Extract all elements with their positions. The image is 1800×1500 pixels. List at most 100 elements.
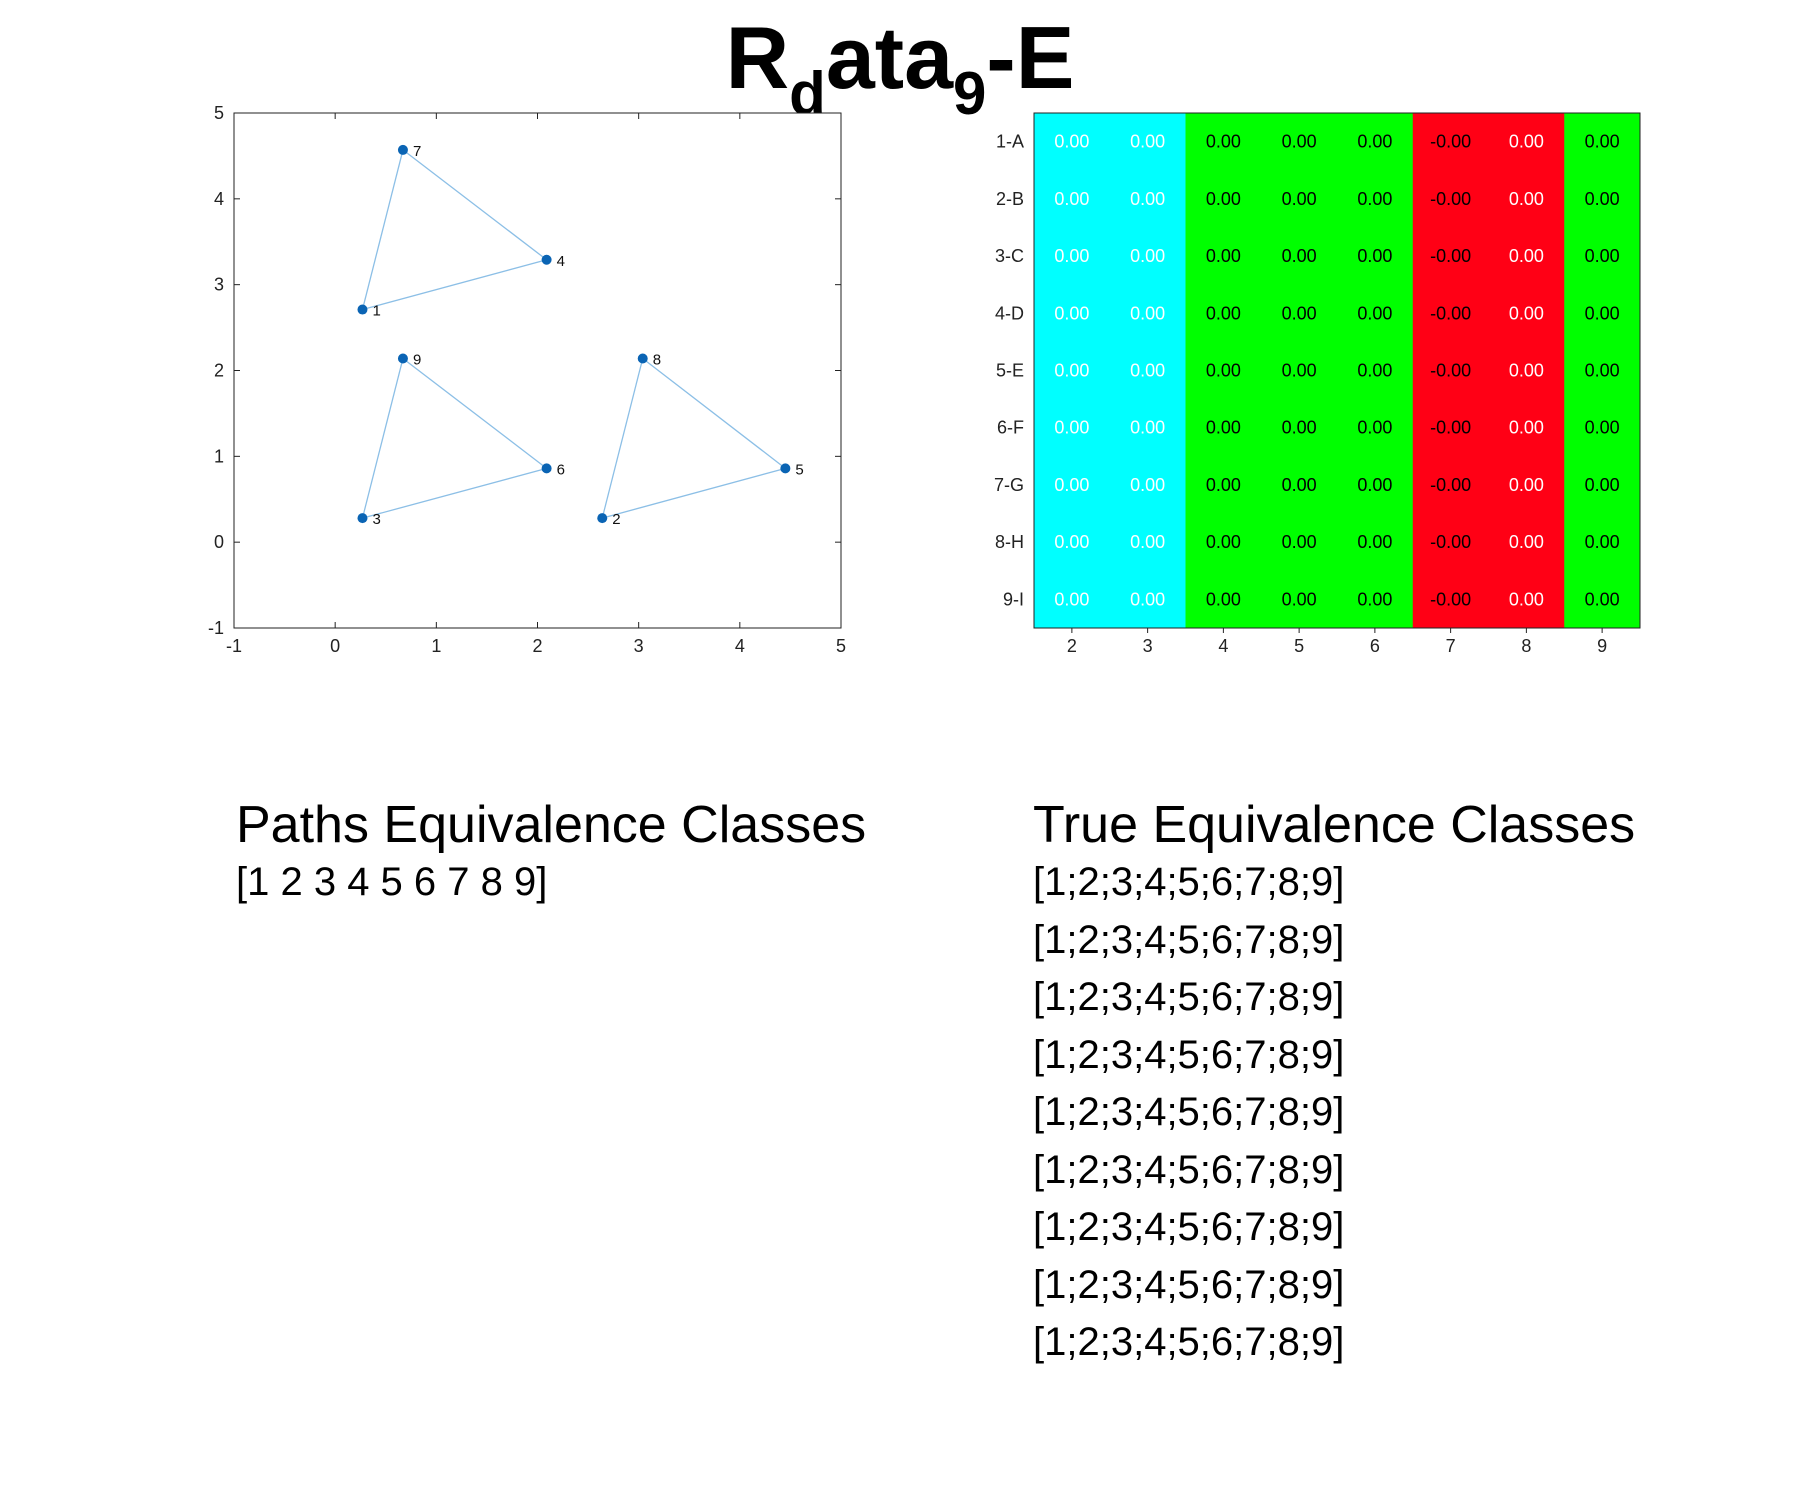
point-label: 2 [612,511,620,528]
cell-value: 0.00 [1585,246,1620,266]
column-label: 2 [1067,636,1077,656]
column-band [1185,113,1262,628]
cell-value: 0.00 [1509,361,1544,381]
graph-edge [362,259,547,311]
true-classes-heading: True Equivalence Classes [1033,796,1636,854]
column-band [1412,113,1489,628]
point-label: 3 [372,511,380,528]
point-label: 5 [795,461,803,478]
cell-value: 0.00 [1206,132,1241,152]
y-tick-label: 2 [214,361,224,381]
row-label: 4-D [995,303,1024,323]
row-label: 3-C [995,246,1024,266]
cell-value: 0.00 [1357,475,1392,495]
data-point [357,513,368,524]
cell-value: 0.00 [1054,246,1089,266]
plot-frame [233,112,842,629]
graph-edge [361,358,404,519]
y-tick-label: 3 [214,275,224,295]
cell-value: 0.00 [1585,189,1620,209]
true-class-line: [1;2;3;4;5;6;7;8;9] [1033,1032,1345,1077]
cell-value: -0.00 [1430,475,1471,495]
cell-value: 0.00 [1282,132,1317,152]
x-tick-label: -1 [226,636,242,656]
column-label: 3 [1143,636,1153,656]
column-band [1337,113,1414,628]
cell-value: 0.00 [1130,132,1165,152]
cell-value: 0.00 [1054,303,1089,323]
cell-value: 0.00 [1130,418,1165,438]
cell-value: 0.00 [1282,532,1317,552]
true-class-line: [1;2;3;4;5;6;7;8;9] [1033,917,1345,962]
true-class-line: [1;2;3;4;5;6;7;8;9] [1033,860,1345,904]
graph-edge [362,467,547,519]
cell-value: 0.00 [1206,532,1241,552]
cell-value: 0.00 [1130,475,1165,495]
data-point [357,304,368,315]
cell-value: 0.00 [1282,589,1317,609]
cell-value: 0.00 [1282,303,1317,323]
true-class-line: [1;2;3;4;5;6;7;8;9] [1033,1147,1345,1192]
point-label: 7 [413,143,421,160]
cell-value: 0.00 [1054,189,1089,209]
true-class-line: [1;2;3;4;5;6;7;8;9] [1033,1205,1345,1249]
cell-value: 0.00 [1357,303,1392,323]
true-class-line: [1;2;3;4;5;6;7;8;9] [1033,975,1345,1019]
column-label: 9 [1597,636,1607,656]
heatmap-table: 1-A 0.00 0.00 0.00 0.00 0.00 -0.00 0.00 0.00 2-B 0… [994,112,1641,656]
cell-value: 0.00 [1585,132,1620,152]
cell-value: -0.00 [1430,589,1471,609]
column-band [1261,113,1338,628]
cell-value: 0.00 [1509,475,1544,495]
point-label: 4 [557,253,565,270]
cell-value: -0.00 [1430,189,1471,209]
graph-edge [402,149,547,261]
x-tick-label: 0 [330,636,340,656]
x-tick-label: 1 [431,636,441,656]
cell-value: 0.00 [1130,303,1165,323]
cell-value: 0.00 [1054,418,1089,438]
column-band [1034,113,1111,628]
row-label: 1-A [996,132,1024,152]
row-label: 9-I [1003,589,1024,609]
heatmap-frame [1033,112,1641,629]
column-label: 5 [1294,636,1304,656]
cell-value: 0.00 [1282,361,1317,381]
title-subscript-2: 9 [953,60,987,127]
cell-value: 0.00 [1282,418,1317,438]
title-base: R [725,8,790,107]
cell-value: -0.00 [1430,361,1471,381]
title-middle: ata [825,8,954,107]
y-tick-label: 0 [214,532,224,552]
cell-value: 0.00 [1509,589,1544,609]
cell-value: 0.00 [1206,246,1241,266]
column-label: 8 [1521,636,1531,656]
point-label: 1 [372,303,380,320]
x-tick-label: 5 [836,636,846,656]
cell-value: 0.00 [1585,418,1620,438]
cell-value: -0.00 [1430,246,1471,266]
point-label: 8 [653,351,661,368]
page-title: Rdata9-E [0,8,1800,127]
data-point [541,463,552,474]
cell-value: 0.00 [1509,246,1544,266]
column-label: 7 [1446,636,1456,656]
cell-value: 0.00 [1130,361,1165,381]
row-label: 6-F [997,418,1024,438]
graph-edge [601,358,644,519]
cell-value: 0.00 [1282,189,1317,209]
cell-value: 0.00 [1357,361,1392,381]
cell-value: 0.00 [1206,303,1241,323]
cell-value: 0.00 [1130,589,1165,609]
column-band [1564,113,1641,628]
cell-value: 0.00 [1206,189,1241,209]
cell-value: 0.00 [1206,361,1241,381]
cell-value: 0.00 [1357,246,1392,266]
data-point [637,353,648,364]
cell-value: 0.00 [1509,418,1544,438]
cell-value: 0.00 [1054,589,1089,609]
cell-value: -0.00 [1430,418,1471,438]
point-label: 6 [557,461,565,478]
data-point [541,254,552,265]
cell-value: 0.00 [1282,475,1317,495]
